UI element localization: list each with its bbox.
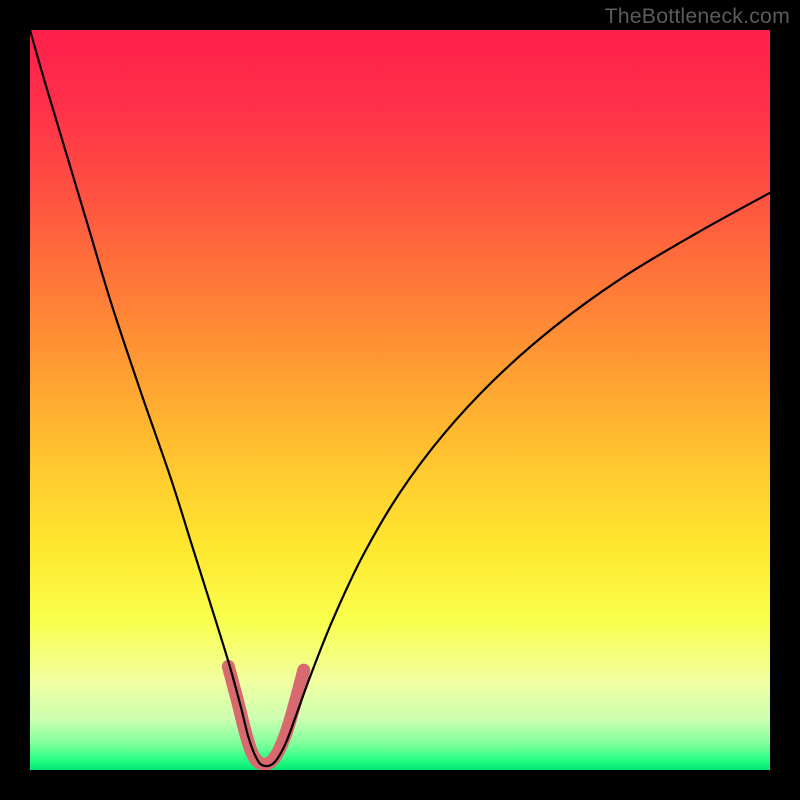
highlight-band <box>228 666 303 764</box>
chart-frame: TheBottleneck.com <box>0 0 800 800</box>
curve-layer <box>30 30 770 770</box>
plot-area <box>30 30 770 770</box>
watermark-text: TheBottleneck.com <box>605 4 790 29</box>
bottleneck-curve <box>30 30 770 766</box>
